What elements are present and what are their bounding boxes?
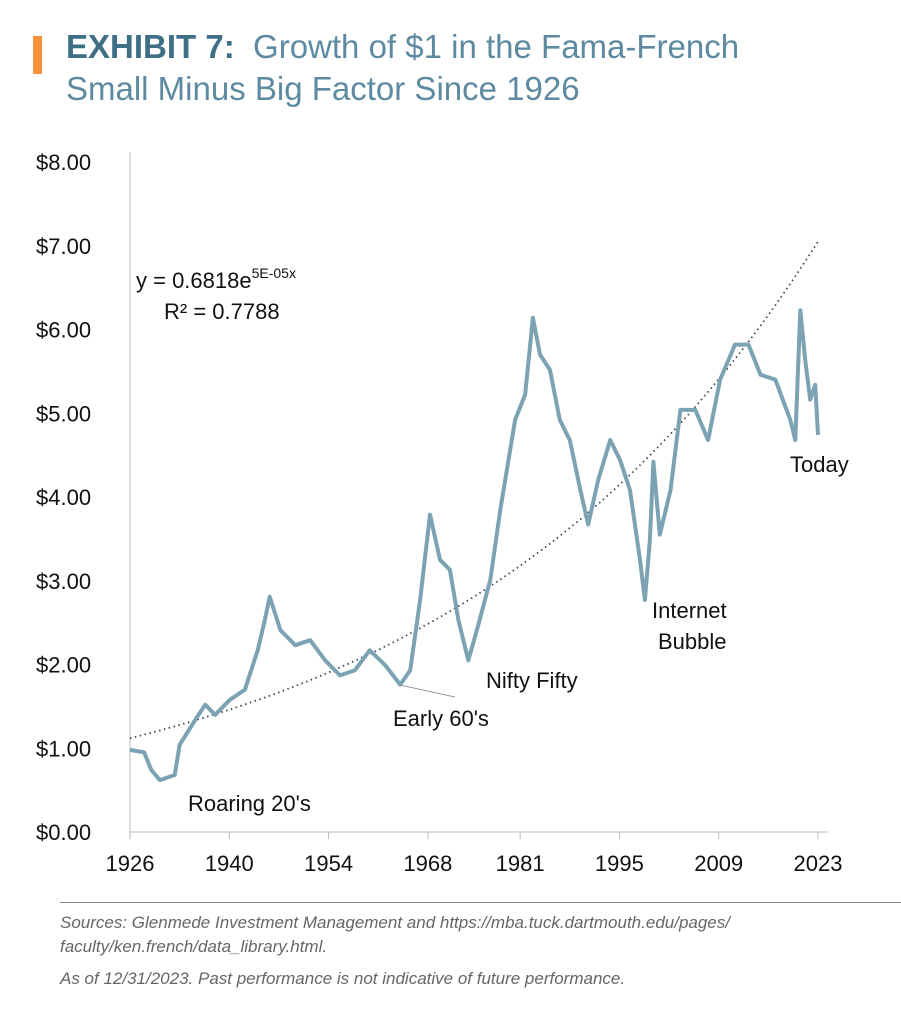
title-line1: Growth of $1 in the Fama-French	[253, 28, 740, 65]
sources: Sources: Glenmede Investment Management …	[60, 911, 730, 959]
y-tick-label: $0.00	[36, 820, 91, 845]
y-tick-label: $1.00	[36, 736, 91, 761]
y-tick-label: $3.00	[36, 569, 91, 594]
x-tick-label: 2009	[694, 851, 743, 876]
trendline-equation: y = 0.6818e5E-05x	[136, 265, 296, 293]
annotation-today: Today	[790, 452, 849, 477]
x-tick-label: 1926	[106, 851, 155, 876]
footer-divider	[60, 902, 901, 903]
y-tick-label: $2.00	[36, 653, 91, 678]
x-tick-label: 1981	[496, 851, 545, 876]
annotation-nifty-fifty: Nifty Fifty	[486, 668, 578, 693]
disclaimer: As of 12/31/2023. Past performance is no…	[60, 969, 626, 988]
annotation-early-60s: Early 60's	[393, 706, 489, 731]
annotation-internet: Internet	[652, 598, 727, 623]
y-tick-label: $8.00	[36, 150, 91, 175]
chart-title: EXHIBIT 7: Growth of $1 in the Fama-Fren…	[66, 26, 739, 110]
exhibit-label: EXHIBIT 7:	[66, 28, 235, 65]
x-tick-label: 1968	[403, 851, 452, 876]
sources-line1: Sources: Glenmede Investment Management …	[60, 913, 730, 932]
y-tick-label: $5.00	[36, 401, 91, 426]
sources-line2: faculty/ken.french/data_library.html.	[60, 937, 328, 956]
title-line2: Small Minus Big Factor Since 1926	[66, 70, 580, 107]
annotation-bubble: Bubble	[658, 629, 727, 654]
x-tick-label: 1995	[595, 851, 644, 876]
x-tick-label: 1940	[205, 851, 254, 876]
axes: $0.00 $1.00 $2.00 $3.00 $4.00 $5.00 $6.00 $7.00…	[36, 150, 842, 876]
accent-bar	[33, 36, 42, 74]
y-tick-label: $7.00	[36, 234, 91, 259]
y-tick-label: $6.00	[36, 318, 91, 343]
annotation-roaring-20s: Roaring 20's	[188, 791, 311, 816]
r-squared: R² = 0.7788	[164, 299, 280, 324]
x-tick-label: 2023	[794, 851, 843, 876]
chart: $0.00 $1.00 $2.00 $3.00 $4.00 $5.00 $6.00 $7.00…	[36, 150, 849, 876]
y-tick-label: $4.00	[36, 485, 91, 510]
x-tick-label: 1954	[304, 851, 353, 876]
series-line	[129, 308, 820, 783]
early-60s-leader	[399, 684, 456, 698]
